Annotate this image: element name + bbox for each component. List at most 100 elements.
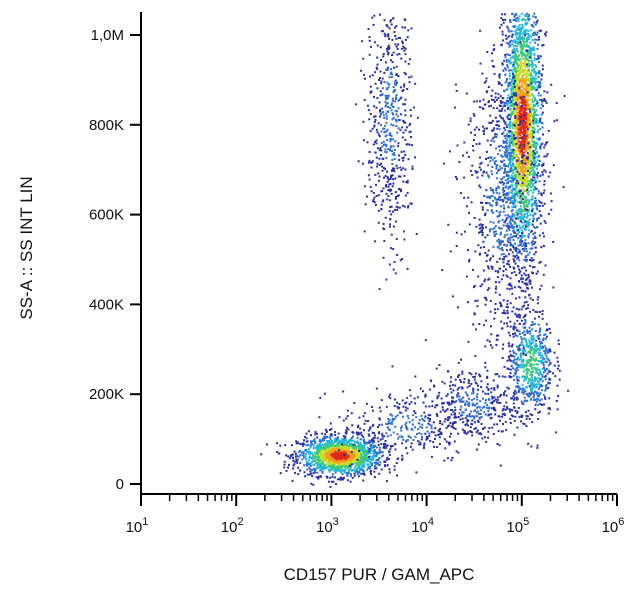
data-point	[513, 51, 516, 54]
data-point	[513, 222, 516, 225]
data-point	[516, 212, 519, 214]
data-point	[516, 226, 519, 229]
data-point	[489, 401, 492, 404]
data-point	[524, 319, 527, 321]
data-point	[528, 379, 531, 382]
data-point	[539, 410, 541, 413]
data-point	[345, 465, 348, 468]
data-point	[452, 410, 455, 413]
data-point	[503, 414, 506, 416]
data-point	[521, 53, 524, 56]
data-point	[421, 426, 424, 429]
data-point	[423, 447, 425, 449]
data-point	[317, 462, 320, 465]
data-point	[376, 461, 379, 464]
data-point	[533, 87, 536, 89]
data-point	[547, 364, 550, 367]
data-point	[320, 450, 323, 453]
data-point	[534, 77, 536, 80]
data-point	[513, 322, 516, 325]
data-point	[512, 109, 515, 112]
data-point	[417, 428, 420, 431]
data-point	[317, 456, 320, 458]
data-point	[519, 208, 522, 211]
data-point	[341, 449, 344, 452]
data-point	[512, 25, 515, 28]
data-point	[532, 117, 535, 120]
data-point	[529, 151, 532, 154]
data-point	[461, 372, 464, 375]
data-point	[537, 395, 540, 398]
data-point	[516, 168, 519, 171]
data-point	[514, 184, 517, 187]
data-point	[436, 415, 439, 417]
data-point	[321, 465, 324, 468]
data-point	[367, 463, 370, 466]
data-point	[531, 80, 534, 83]
data-point	[373, 455, 376, 458]
data-point	[542, 99, 545, 102]
data-point	[512, 391, 515, 394]
data-point	[492, 107, 495, 110]
data-point	[555, 119, 558, 122]
data-point	[541, 74, 544, 77]
data-point	[523, 62, 525, 65]
data-point	[345, 467, 348, 470]
data-point	[541, 126, 544, 129]
data-point	[522, 147, 525, 149]
data-point	[341, 443, 343, 446]
data-point	[544, 397, 547, 400]
data-point	[321, 471, 324, 474]
data-point	[477, 443, 480, 446]
data-point	[518, 110, 521, 113]
data-point	[535, 33, 538, 36]
data-point	[359, 468, 362, 471]
data-point	[520, 12, 523, 15]
data-point	[361, 465, 364, 468]
data-point	[336, 457, 339, 460]
data-point	[426, 430, 429, 433]
data-point	[526, 185, 528, 188]
data-point	[541, 358, 544, 361]
data-point	[339, 460, 342, 462]
data-point	[534, 377, 537, 380]
data-point	[524, 100, 527, 103]
data-point	[509, 104, 512, 107]
data-point	[343, 441, 346, 444]
data-point	[533, 170, 536, 173]
data-point	[535, 141, 538, 144]
data-point	[521, 179, 524, 182]
data-point	[342, 438, 345, 441]
data-point	[441, 380, 444, 383]
data-point	[344, 436, 347, 439]
data-point	[310, 441, 313, 444]
data-point	[358, 433, 361, 436]
data-point	[534, 41, 537, 44]
data-point	[540, 342, 543, 345]
data-point	[491, 397, 494, 400]
data-point	[535, 391, 538, 394]
data-point	[510, 376, 512, 379]
data-point	[529, 94, 532, 97]
data-point	[527, 165, 530, 168]
data-point	[537, 388, 540, 391]
data-point	[328, 464, 330, 467]
data-point	[529, 81, 532, 84]
data-point	[520, 30, 523, 33]
data-point	[324, 465, 327, 468]
data-point	[335, 452, 337, 455]
data-point	[423, 420, 426, 423]
data-point	[512, 61, 515, 64]
data-point	[346, 447, 349, 449]
data-point	[357, 426, 359, 429]
data-point	[461, 414, 464, 416]
data-point	[525, 300, 528, 303]
data-point	[416, 433, 418, 436]
data-point	[317, 475, 320, 478]
data-point	[543, 98, 546, 100]
data-point	[519, 44, 522, 47]
data-point	[359, 449, 362, 452]
data-point	[386, 480, 388, 483]
data-point	[279, 444, 282, 447]
data-point	[523, 250, 526, 252]
